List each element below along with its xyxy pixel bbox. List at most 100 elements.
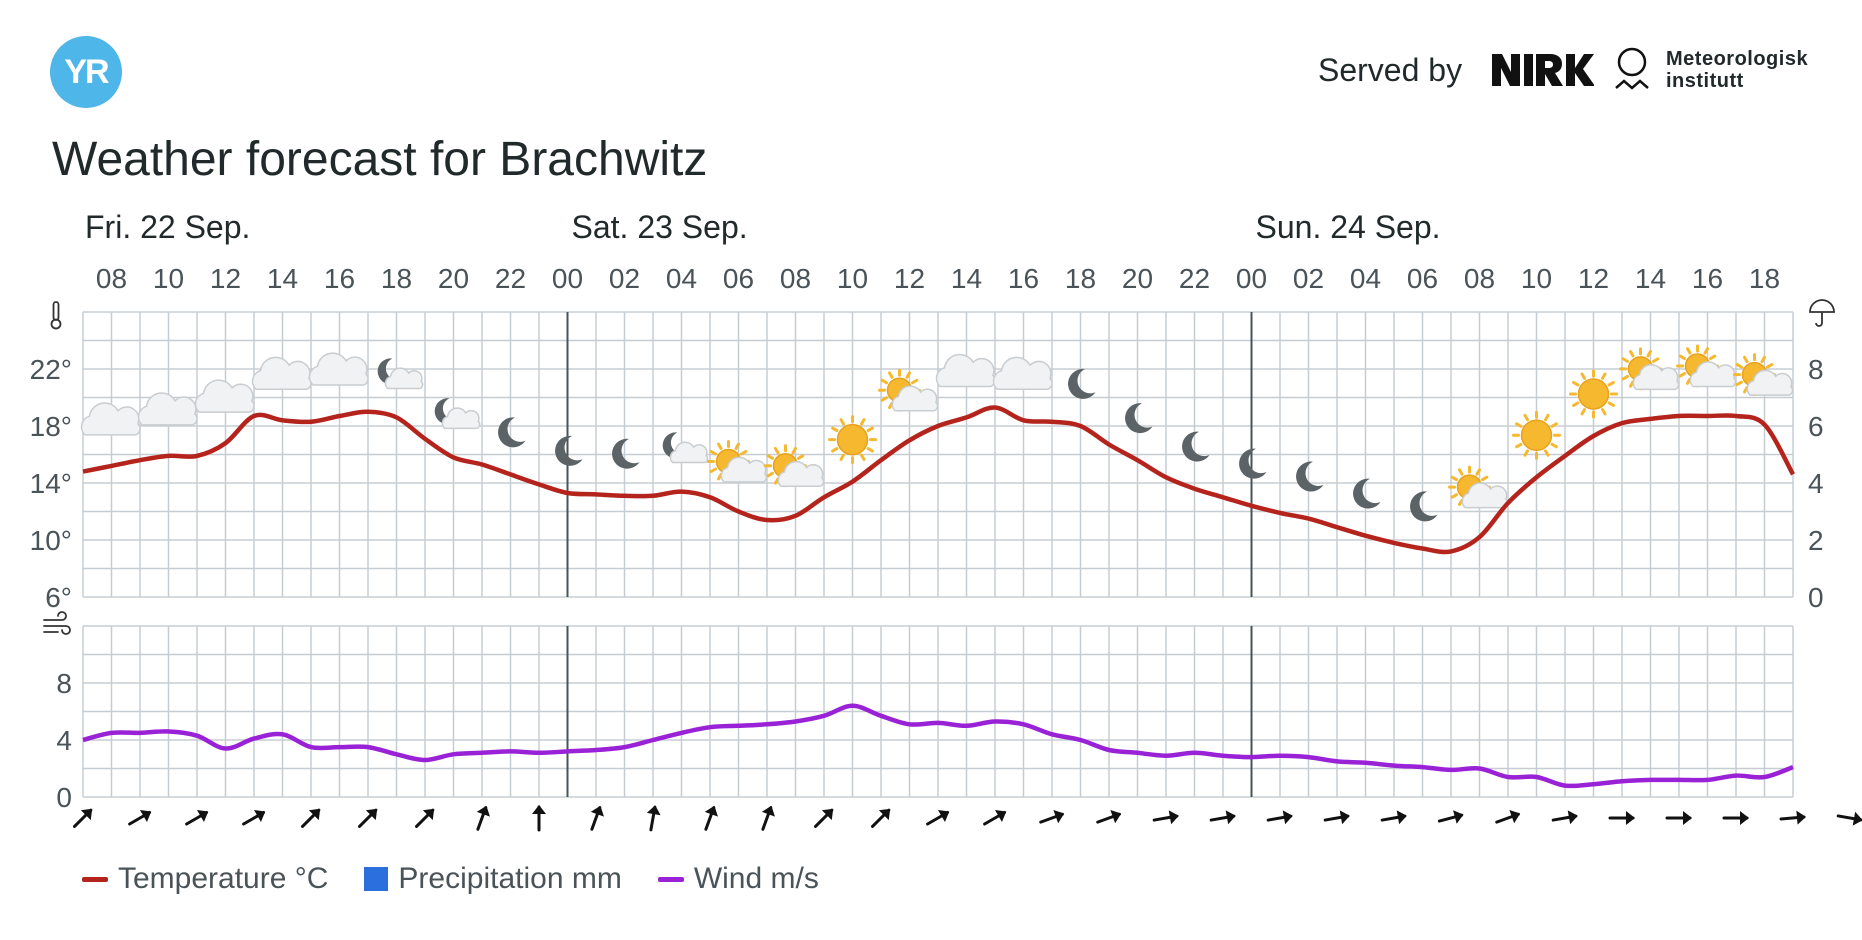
sun-ray — [1743, 355, 1749, 364]
sun-ray — [880, 378, 889, 385]
nrk-logo[interactable] — [1490, 50, 1594, 90]
cloud-shape — [441, 407, 481, 430]
wind-arrow-head — [1168, 810, 1179, 825]
sun-ray — [1629, 350, 1635, 358]
wind-arrow-head — [253, 809, 266, 823]
sun-ray — [1580, 372, 1586, 380]
wind-arrow-head — [196, 809, 209, 823]
hour-tick-label: 12 — [894, 263, 925, 294]
wind-arrow-head — [139, 809, 152, 823]
precip-tick-label: 8 — [1808, 354, 1824, 385]
wind-arrow-head — [704, 805, 718, 817]
wind-arrow-head — [1453, 810, 1464, 824]
hour-tick-label: 10 — [837, 263, 868, 294]
moon-shape — [1125, 403, 1153, 434]
sun-ray — [1735, 363, 1744, 369]
moon-shape — [1410, 491, 1438, 522]
hour-tick-label: 08 — [96, 263, 127, 294]
moon-icon — [1239, 448, 1267, 479]
wind-arrow-head — [1225, 810, 1236, 825]
precip-tick-label: 0 — [1808, 582, 1824, 613]
cloud-shape — [935, 353, 996, 388]
sun-disc — [1577, 378, 1610, 410]
night-partly-cloudy-icon — [377, 358, 424, 390]
moon-icon — [1353, 478, 1381, 509]
wind-arrow-head — [646, 805, 661, 816]
moon-icon — [498, 417, 526, 448]
met-institute-logo[interactable] — [1612, 46, 1652, 102]
hour-tick-label: 04 — [1350, 263, 1381, 294]
wind-arrow-icon — [128, 809, 152, 826]
sun-ray — [905, 371, 911, 379]
sun-ray — [1686, 347, 1692, 355]
cloud-icon — [992, 356, 1053, 391]
wind-tick-label: 4 — [56, 725, 72, 756]
sun-disc — [836, 423, 869, 456]
legend-swatch — [364, 867, 389, 891]
sun-ray — [1765, 363, 1774, 369]
hour-tick-label: 12 — [1578, 263, 1609, 294]
partly-sunny-icon — [1619, 347, 1680, 391]
sun-ray — [1458, 468, 1464, 476]
wind-arrow-head — [1567, 810, 1578, 825]
temp-tick-label: 14° — [30, 468, 72, 499]
wind-arrow-head — [1740, 811, 1749, 825]
moon-icon — [1125, 403, 1153, 434]
sun-ray — [831, 447, 839, 453]
cloud-shape — [1632, 363, 1680, 391]
temp-tick-label: 10° — [30, 525, 72, 556]
sun-ray — [1450, 493, 1459, 499]
wind-arrow-icon — [1209, 810, 1236, 825]
wind-arrow-icon — [1722, 811, 1749, 825]
wind-arrow-head — [590, 805, 604, 817]
hour-tick-label: 04 — [666, 263, 697, 294]
temp-tick-label: 6° — [45, 582, 72, 613]
partly-sunny-icon — [707, 440, 768, 483]
cloud-shape — [1461, 482, 1509, 509]
wind-arrow-icon — [1152, 810, 1179, 825]
thermometer-tube — [52, 301, 60, 321]
cloud-icon — [80, 402, 141, 436]
sun-ray — [1735, 380, 1744, 387]
partly-sunny-icon — [764, 444, 825, 488]
cloud-shape — [384, 367, 424, 390]
sun-ray — [774, 446, 780, 455]
wind-arrow-head — [422, 808, 435, 821]
wind-arrow-icon — [1323, 810, 1350, 825]
hour-tick-label: 20 — [438, 263, 469, 294]
sun-ray — [1646, 350, 1652, 358]
wind-arrow-head — [761, 805, 775, 817]
wind-arrow-icon — [1665, 811, 1692, 825]
cloud-icon — [935, 353, 996, 388]
yr-logo[interactable]: YR — [50, 36, 122, 108]
sun-ray — [866, 426, 874, 433]
cloud-shape — [992, 356, 1053, 391]
wind-arrow-icon — [646, 805, 661, 832]
hour-tick-label: 16 — [1008, 263, 1039, 294]
wind-arrow-icon — [814, 808, 834, 828]
sun-ray — [860, 453, 866, 461]
sun-ray — [766, 454, 775, 460]
thermometer-bulb — [50, 318, 62, 330]
wind-arrow-head — [1339, 810, 1350, 825]
wind-arrow-head — [1796, 810, 1806, 825]
legend-item-temperature: Temperature °C — [82, 862, 328, 896]
wind-arrow-icon — [532, 805, 546, 832]
sun-ray — [791, 446, 797, 455]
wind-arrow-icon — [590, 805, 604, 831]
hour-tick-label: 10 — [1521, 263, 1552, 294]
sun-ray — [888, 371, 894, 379]
sun-ray — [1523, 449, 1529, 457]
wind-arrow-icon — [1551, 810, 1578, 825]
partly-sunny-icon — [878, 368, 939, 412]
wind-arrow-head — [80, 808, 93, 821]
cloud-shape — [308, 352, 369, 386]
sun-ray — [910, 378, 919, 385]
umbrella-canopy — [1809, 299, 1835, 313]
sun-ray — [1572, 380, 1580, 387]
wind-arrow-icon — [926, 809, 950, 826]
moon-icon — [612, 438, 640, 469]
sun-ray — [1515, 442, 1523, 449]
sun-ray — [1544, 413, 1550, 422]
